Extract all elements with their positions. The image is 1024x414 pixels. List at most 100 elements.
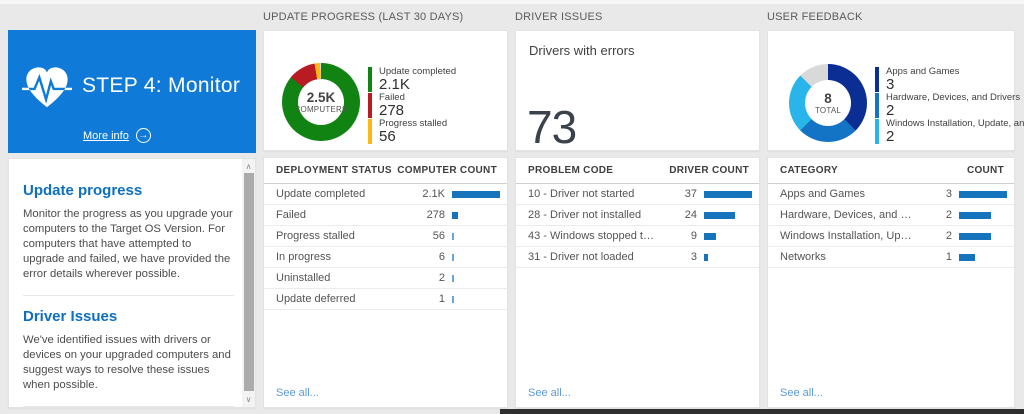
count-bar	[704, 232, 716, 240]
donut-center-label: COMPUTERS	[294, 105, 348, 114]
row-label: Uninstalled	[276, 272, 331, 284]
legend-value: 2.1K	[379, 76, 410, 93]
table-row[interactable]: Progress stalled 56	[264, 226, 507, 247]
legend-item: Apps and Games 3	[875, 67, 1024, 92]
overview-card: Update progress Monitor the progress as …	[8, 158, 256, 408]
row-count: 24	[684, 209, 697, 221]
overview-section: Feedback Review the feedback submitted b…	[23, 406, 234, 407]
legend-item: Failed 278	[368, 93, 456, 118]
row-count: 1	[945, 251, 952, 263]
table-row[interactable]: Networks 1	[768, 247, 1014, 268]
update-progress-donut-chart[interactable]: 2.5K COMPUTERS	[282, 63, 360, 141]
legend-label: Failed	[379, 92, 405, 103]
column-header-computer-count: COMPUTER COUNT	[397, 165, 497, 176]
table-row[interactable]: Hardware, Devices, and Drivers 2	[768, 205, 1014, 226]
row-count: 37	[684, 188, 697, 200]
count-bar	[959, 190, 1007, 198]
table-row[interactable]: In progress 6	[264, 247, 507, 268]
step4-monitor-tile[interactable]: STEP 4: Monitor More info →	[8, 30, 256, 153]
table-row[interactable]: Apps and Games 3	[768, 184, 1014, 205]
count-bar	[704, 190, 752, 198]
row-label: Windows Installation, Update,...	[780, 230, 918, 242]
legend-swatch	[875, 93, 879, 118]
window-bottom-edge	[500, 409, 1024, 414]
heart-pulse-icon	[22, 67, 72, 108]
row-count: 2	[438, 272, 445, 284]
overview-section-body: We've identified issues with drivers or …	[23, 334, 231, 391]
see-all-link[interactable]: See all...	[276, 387, 319, 399]
overview-sections: Update progress Monitor the progress as …	[9, 159, 242, 407]
scroll-up-icon[interactable]: ∧	[245, 162, 252, 171]
table-row[interactable]: Windows Installation, Update,... 2	[768, 226, 1014, 247]
page-top-strip	[0, 0, 1024, 4]
more-info-link[interactable]: More info	[83, 129, 129, 142]
scrollbar-thumb[interactable]	[243, 173, 254, 391]
row-label: 43 - Windows stopped the devi...	[528, 230, 663, 242]
legend-label: Apps and Games	[886, 66, 960, 77]
column-header-count: COUNT	[966, 165, 1004, 176]
row-label: Hardware, Devices, and Drivers	[780, 209, 918, 221]
row-label: Networks	[780, 251, 826, 263]
donut-center-value: 8	[824, 91, 832, 106]
legend-label: Hardware, Devices, and Drivers	[886, 92, 1021, 103]
update-progress-chart-card: 2.5K COMPUTERS Update completed 2.1K Fai…	[263, 30, 508, 151]
legend-label: Progress stalled	[379, 118, 448, 129]
row-label: Progress stalled	[276, 230, 355, 242]
legend-item: Update completed 2.1K	[368, 67, 456, 92]
row-count: 6	[438, 251, 445, 263]
table-row[interactable]: 10 - Driver not started 37	[516, 184, 759, 205]
vertical-scrollbar[interactable]: ∧ ∨	[242, 159, 255, 407]
summary-title: Drivers with errors	[529, 43, 635, 58]
count-bar	[959, 253, 975, 261]
count-bar	[452, 253, 454, 261]
legend-item: Windows Installation, Update, and... 2	[875, 119, 1024, 144]
table-row[interactable]: Update deferred 1	[264, 289, 507, 310]
row-count: 2	[945, 230, 952, 242]
deployment-status-table-card: DEPLOYMENT STATUS COMPUTER COUNT Update …	[263, 157, 508, 408]
table-header-row: PROBLEM CODE DRIVER COUNT	[516, 158, 759, 184]
row-count: 3	[690, 251, 697, 263]
problem-code-rows: 10 - Driver not started 37 28 - Driver n…	[516, 184, 759, 268]
table-row[interactable]: 31 - Driver not loaded 3	[516, 247, 759, 268]
row-label: Failed	[276, 209, 306, 221]
table-row[interactable]: Failed 278	[264, 205, 507, 226]
legend-swatch	[368, 67, 372, 92]
table-row[interactable]: Uninstalled 2	[264, 268, 507, 289]
row-count: 278	[426, 209, 445, 221]
table-row[interactable]: 43 - Windows stopped the devi... 9	[516, 226, 759, 247]
column-header-driver-count: DRIVER COUNT	[669, 165, 749, 176]
see-all-link[interactable]: See all...	[780, 387, 823, 399]
table-header-row: DEPLOYMENT STATUS COMPUTER COUNT	[264, 158, 507, 184]
legend-value: 3	[886, 76, 895, 93]
column-header-problem-code: PROBLEM CODE	[528, 165, 614, 176]
count-bar	[452, 274, 454, 282]
column-header-deployment-status: DEPLOYMENT STATUS	[276, 165, 392, 176]
feedback-category-rows: Apps and Games 3 Hardware, Devices, and …	[768, 184, 1014, 268]
overview-section-body: Monitor the progress as you upgrade your…	[23, 208, 233, 280]
legend-swatch	[368, 119, 372, 144]
count-bar	[452, 295, 454, 303]
row-count: 9	[690, 230, 697, 242]
user-feedback-legend: Apps and Games 3 Hardware, Devices, and …	[875, 67, 1024, 145]
overview-section-heading: Driver Issues	[23, 308, 118, 325]
table-row[interactable]: Update completed 2.1K	[264, 184, 507, 205]
row-count: 3	[945, 188, 952, 200]
count-bar	[452, 232, 454, 240]
see-all-link[interactable]: See all...	[528, 387, 571, 399]
deployment-status-rows: Update completed 2.1K Failed 278 Progres…	[264, 184, 507, 310]
scroll-down-icon[interactable]: ∨	[245, 395, 252, 404]
drivers-with-errors-count: 73	[527, 101, 577, 154]
donut-center: 2.5K COMPUTERS	[295, 79, 347, 125]
table-row[interactable]: 28 - Driver not installed 24	[516, 205, 759, 226]
legend-value: 2	[886, 128, 895, 145]
user-feedback-donut-chart[interactable]: 8 TOTAL	[789, 64, 867, 142]
count-bar	[452, 211, 459, 219]
arrow-right-icon[interactable]: →	[135, 128, 151, 143]
row-label: 10 - Driver not started	[528, 188, 635, 200]
row-label: Update deferred	[276, 293, 356, 305]
legend-label: Update completed	[379, 66, 457, 77]
row-label: In progress	[276, 251, 332, 263]
feedback-category-table-card: CATEGORY COUNT Apps and Games 3 Hardware…	[767, 157, 1015, 408]
count-bar	[959, 211, 991, 219]
row-label: Apps and Games	[780, 188, 865, 200]
